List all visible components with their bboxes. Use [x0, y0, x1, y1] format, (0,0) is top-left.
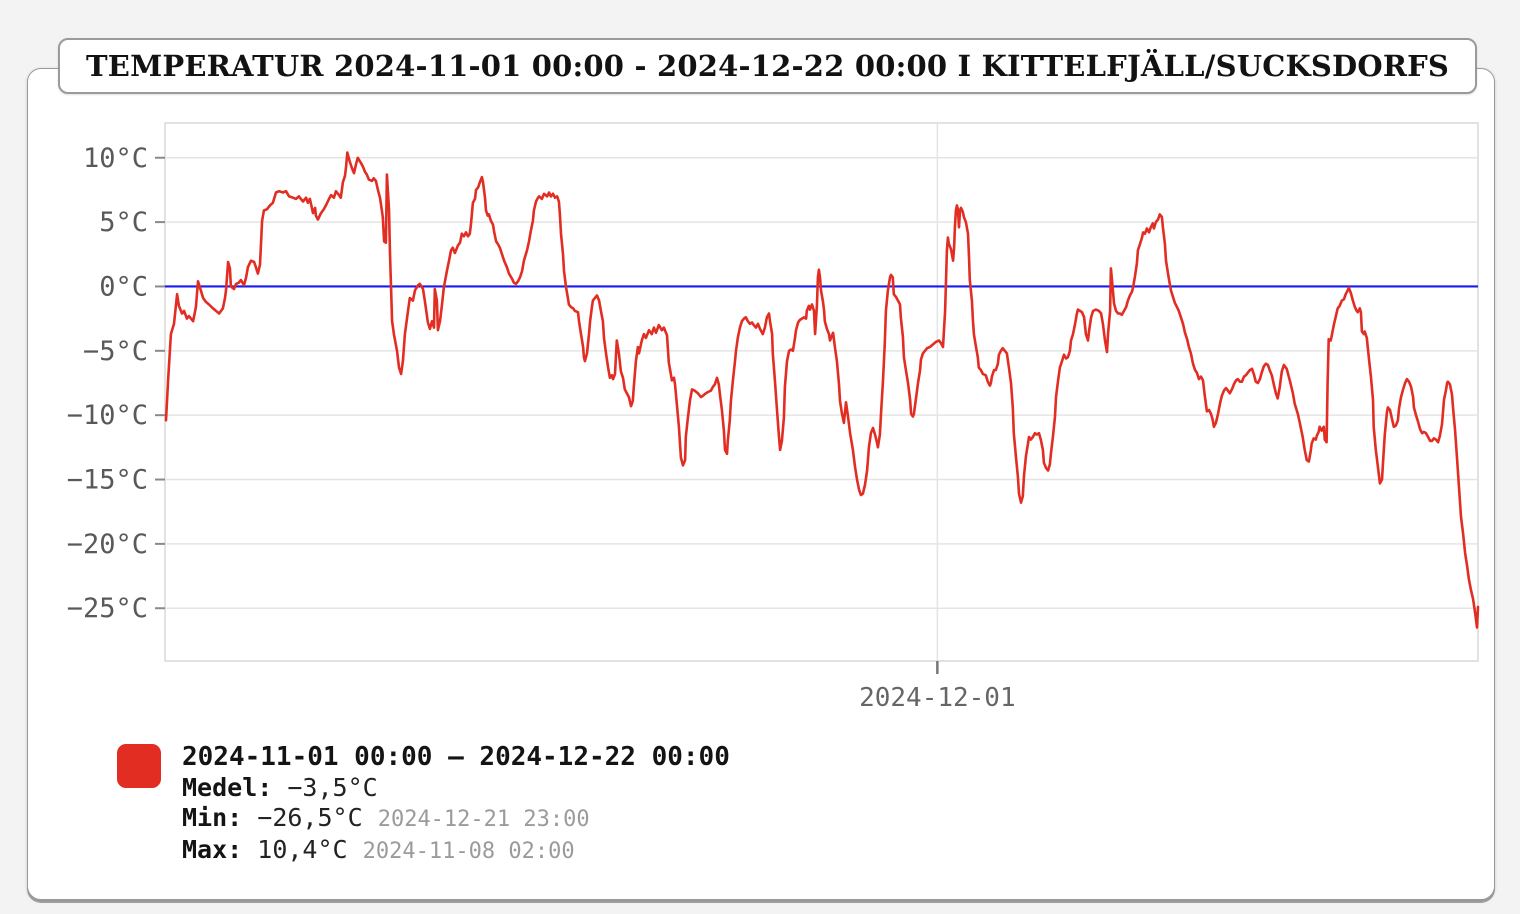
- max-value: 10,4°C: [257, 835, 348, 864]
- y-tick-label: −15°C: [67, 465, 148, 496]
- temperature-chart: 2024-12-01 10°C 5°C 0°C −5°C −10°C −15°C −20°C −…: [67, 122, 1480, 713]
- y-tick-label: 10°C: [83, 143, 148, 174]
- max-timestamp: 2024-11-08 02:00: [362, 839, 575, 864]
- y-tick-label: 5°C: [99, 207, 148, 238]
- legend-max-row: Max: 10,4°C 2024-11-08 02:00: [182, 835, 730, 867]
- y-tick-label: −25°C: [67, 593, 148, 624]
- mean-label: Medel:: [182, 773, 273, 802]
- chart-card: TEMPERATUR 2024-11-01 00:00 - 2024-12-22…: [27, 38, 1495, 900]
- x-tick-label: 2024-12-01: [859, 683, 1016, 713]
- plot-area: [164, 122, 1479, 662]
- legend-text: 2024-11-01 00:00 – 2024-12-22 00:00 Mede…: [182, 741, 730, 867]
- chart-title-box: TEMPERATUR 2024-11-01 00:00 - 2024-12-22…: [58, 38, 1478, 94]
- max-label: Max:: [182, 835, 243, 864]
- legend: 2024-11-01 00:00 – 2024-12-22 00:00 Mede…: [117, 741, 730, 867]
- legend-swatch[interactable]: [117, 744, 161, 788]
- legend-period[interactable]: 2024-11-01 00:00 – 2024-12-22 00:00: [182, 742, 730, 772]
- y-tick-label: −20°C: [67, 529, 148, 560]
- chart-title: TEMPERATUR 2024-11-01 00:00 - 2024-12-22…: [86, 49, 1450, 83]
- y-tick-label: 0°C: [99, 271, 148, 302]
- temperature-line: [164, 151, 1480, 629]
- min-label: Min:: [182, 803, 243, 832]
- y-tick-label: −5°C: [83, 336, 148, 367]
- legend-min-row: Min: −26,5°C 2024-12-21 23:00: [182, 803, 730, 835]
- min-timestamp: 2024-12-21 23:00: [377, 807, 590, 832]
- legend-mean-row: Medel: −3,5°C: [182, 773, 730, 803]
- y-tick-label: −10°C: [67, 400, 148, 431]
- min-value: −26,5°C: [257, 803, 363, 832]
- mean-value: −3,5°C: [287, 773, 378, 802]
